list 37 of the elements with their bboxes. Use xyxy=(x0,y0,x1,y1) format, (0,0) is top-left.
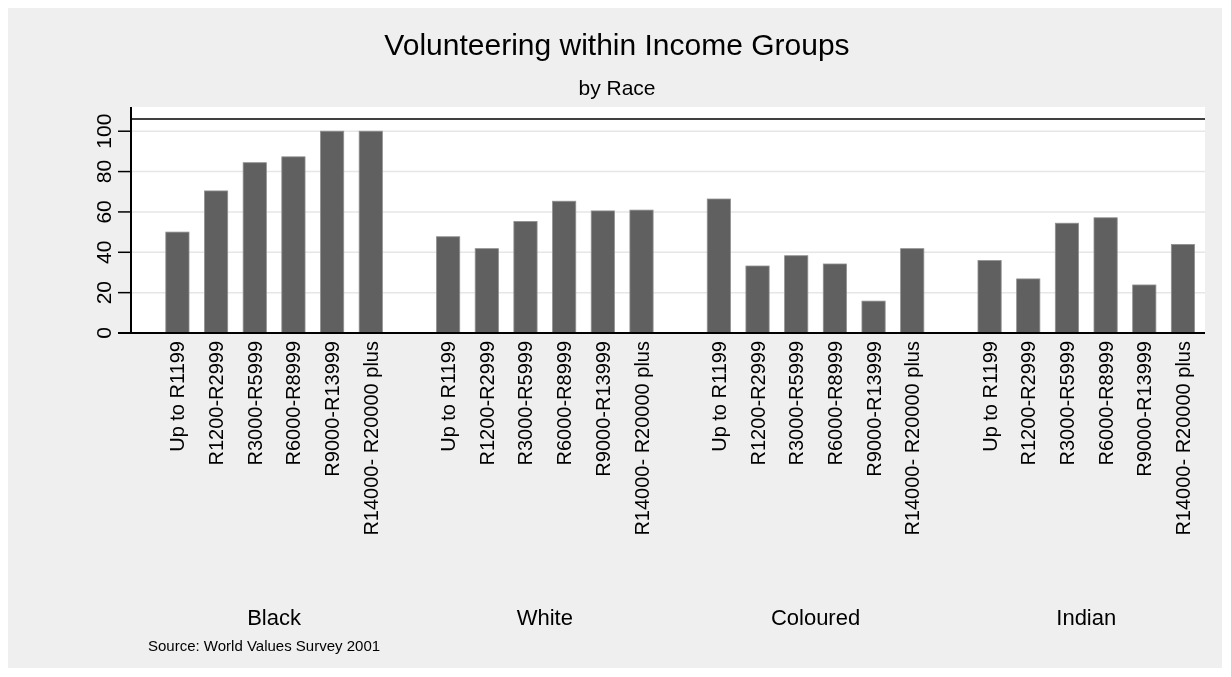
y-tick-label: 40 xyxy=(92,240,115,264)
x-tick-label: R1200-R2999 xyxy=(1017,341,1040,466)
chart-subtitle: by Race xyxy=(578,76,656,99)
text: White xyxy=(516,605,573,630)
x-tick-label: R1200-R2999 xyxy=(746,341,769,466)
x-tick-label: R14000- R20000 plus xyxy=(901,341,924,536)
x-tick-label: R9000-R13999 xyxy=(591,341,614,477)
x-tick-label: Up to R1199 xyxy=(437,341,460,452)
x-tick-label: Up to R1199 xyxy=(707,341,730,452)
x-tick-label: R1200-R2999 xyxy=(205,341,228,466)
x-tick-label: R3000-R5999 xyxy=(785,341,808,466)
x-tick-label: R6000-R8999 xyxy=(553,341,576,466)
x-tick-label: R9000-R13999 xyxy=(321,341,344,477)
source-note: Source: World Values Survey 2001 xyxy=(148,637,381,654)
x-tick-label: R6000-R8999 xyxy=(823,341,846,466)
text: Black xyxy=(247,605,302,630)
y-tick-label: 100 xyxy=(92,113,115,149)
x-tick-label: R6000-R8999 xyxy=(1094,341,1117,466)
x-tick-label: Up to R1199 xyxy=(166,341,189,452)
y-tick-label: 0 xyxy=(92,327,115,339)
x-tick-label: R3000-R5999 xyxy=(243,341,266,466)
x-tick-label: R1200-R2999 xyxy=(475,341,498,466)
x-tick-label: R9000-R13999 xyxy=(862,341,885,477)
x-tick-label: R6000-R8999 xyxy=(282,341,305,466)
x-tick-label: R3000-R5999 xyxy=(514,341,537,466)
x-tick-label: R3000-R5999 xyxy=(1055,341,1078,466)
x-tick-label: R14000- R20000 plus xyxy=(1171,341,1194,536)
x-tick-label: R14000- R20000 plus xyxy=(630,341,653,536)
text: Coloured xyxy=(770,605,861,630)
x-tick-label: R9000-R13999 xyxy=(1133,341,1156,477)
y-tick-label: 20 xyxy=(92,280,115,305)
y-tick-label: 60 xyxy=(92,200,115,224)
x-tick-label: Up to R1199 xyxy=(978,341,1001,452)
x-tick-label: R14000- R20000 plus xyxy=(359,341,382,536)
chart-title: Volunteering within Income Groups xyxy=(384,28,850,61)
y-tick-label: 80 xyxy=(92,159,115,184)
text: Indian xyxy=(1056,605,1117,630)
